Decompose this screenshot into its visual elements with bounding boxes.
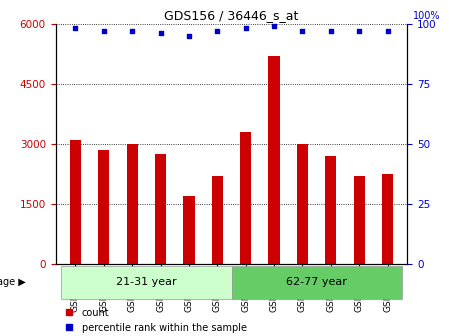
Text: 62-77 year: 62-77 year <box>286 277 347 287</box>
Bar <box>183 196 194 264</box>
Bar <box>240 132 251 264</box>
Point <box>327 28 335 33</box>
Point <box>157 31 164 36</box>
Point <box>128 28 136 33</box>
Legend: count, percentile rank within the sample: count, percentile rank within the sample <box>60 304 250 336</box>
Text: 21-31 year: 21-31 year <box>116 277 177 287</box>
Point <box>270 23 278 29</box>
Point <box>72 26 79 31</box>
Bar <box>155 154 166 264</box>
Point <box>384 28 391 33</box>
Point <box>299 28 306 33</box>
Bar <box>354 176 365 264</box>
Bar <box>212 176 223 264</box>
Point <box>213 28 221 33</box>
Text: age ▶: age ▶ <box>0 277 25 287</box>
Text: 100%: 100% <box>413 11 440 21</box>
Bar <box>269 56 280 264</box>
Bar <box>98 150 109 264</box>
Bar <box>297 144 308 264</box>
Point <box>185 33 193 38</box>
Point <box>242 26 250 31</box>
Point <box>356 28 363 33</box>
Bar <box>126 144 138 264</box>
Bar <box>232 266 402 299</box>
Bar <box>61 266 232 299</box>
Title: GDS156 / 36446_s_at: GDS156 / 36446_s_at <box>164 9 299 23</box>
Bar <box>325 156 337 264</box>
Point <box>100 28 107 33</box>
Bar <box>70 140 81 264</box>
Bar <box>382 174 393 264</box>
